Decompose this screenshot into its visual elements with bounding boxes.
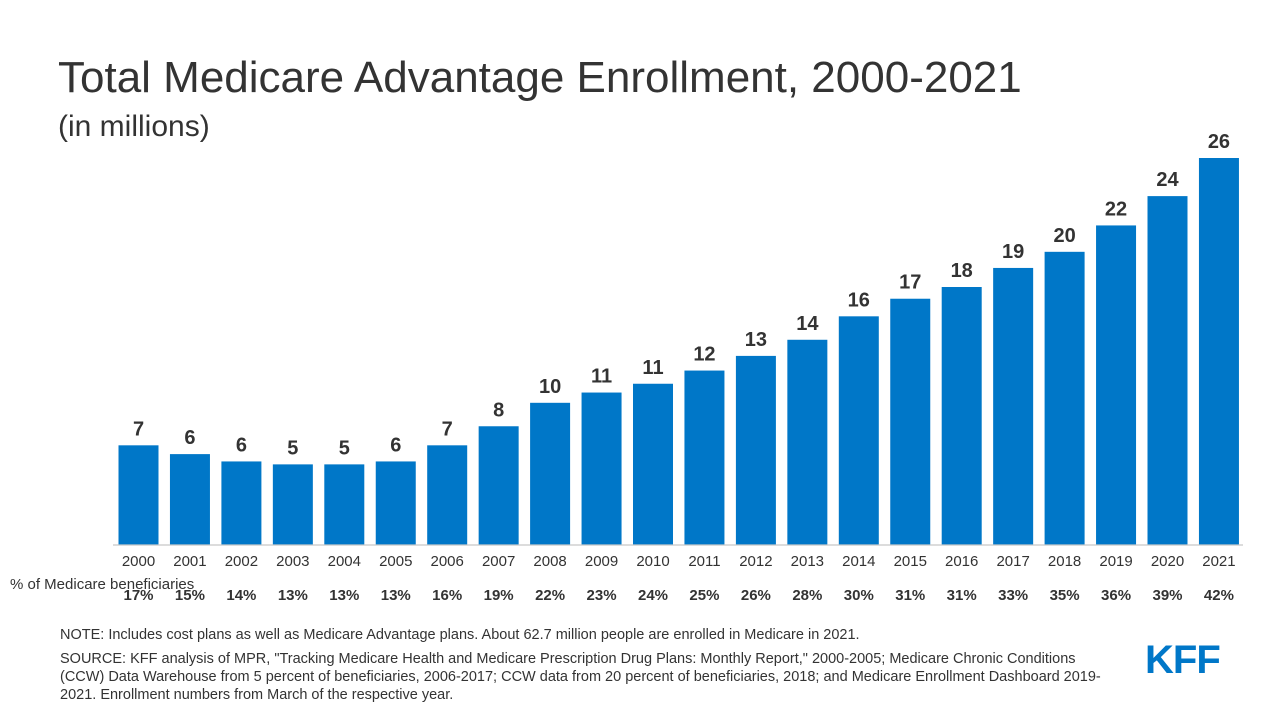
data-label-2001: 6 [184,427,195,449]
pct-row-label: % of Medicare beneficiaries [10,576,195,593]
x-tick-2001: 2001 [173,553,206,570]
footnote-source: SOURCE: KFF analysis of MPR, "Tracking M… [60,651,1101,703]
data-label-2012: 13 [745,329,767,351]
x-tick-2002: 2002 [225,553,258,570]
bar-2013 [787,339,828,545]
x-tick-2019: 2019 [1099,553,1132,570]
pct-label-2021: 42% [1204,587,1234,604]
x-tick-2015: 2015 [894,553,927,570]
x-tick-2006: 2006 [431,553,464,570]
pct-label-2009: 23% [587,587,617,604]
pct-label-2018: 35% [1050,587,1080,604]
data-label-2000: 7 [133,418,144,440]
pct-label-2019: 36% [1101,587,1131,604]
pct-label-2012: 26% [741,587,771,604]
chart-title: Total Medicare Advantage Enrollment, 200… [58,53,1022,102]
pct-label-2001: 15% [175,587,205,604]
pct-label-2015: 31% [895,587,925,604]
pct-label-2010: 24% [638,587,668,604]
pct-label-2000: 17% [123,587,153,604]
x-tick-2010: 2010 [636,553,669,570]
bar-2001 [169,454,210,545]
kff-logo: KFF [1145,638,1221,682]
footnote-note: NOTE: Includes cost plans as well as Med… [60,627,860,643]
data-label-2002: 6 [236,434,247,456]
data-label-2003: 5 [287,437,298,459]
bar-2011 [684,370,725,545]
x-tick-2013: 2013 [791,553,824,570]
bar-2007 [478,426,519,545]
data-label-2006: 7 [442,418,453,440]
data-label-2021: 26 [1208,131,1230,153]
bar-2003 [272,464,313,545]
pct-label-2004: 13% [329,587,359,604]
pct-label-2011: 25% [689,587,719,604]
bar-2004 [324,464,365,545]
x-tick-2009: 2009 [585,553,618,570]
bar-2000 [118,445,159,545]
bar-2017 [993,267,1034,545]
data-label-2008: 10 [539,376,561,398]
x-tick-2011: 2011 [688,553,720,570]
bar-chart: 7 2000 17% 6 2001 15% 6 2002 14% 5 2003 13% 5 2004 13%… [113,131,1243,604]
data-label-2009: 11 [591,366,612,388]
pct-label-2006: 16% [432,587,462,604]
data-label-2017: 19 [1002,241,1024,263]
bar-2010 [633,383,673,545]
data-label-2019: 22 [1105,198,1127,220]
chart-subtitle: (in millions) [58,110,210,143]
bar-2015 [890,298,931,545]
x-tick-2005: 2005 [379,553,412,570]
x-tick-2014: 2014 [842,553,875,570]
data-label-2005: 6 [390,434,401,456]
x-tick-2017: 2017 [996,553,1029,570]
bar-2008 [530,402,571,545]
pct-label-2017: 33% [998,587,1028,604]
pct-label-2013: 28% [792,587,822,604]
bar-2005 [375,461,416,545]
bar-2020 [1147,196,1188,545]
pct-label-2007: 19% [484,587,514,604]
bar-2019 [1096,225,1137,545]
data-label-2004: 5 [339,437,350,459]
data-label-2020: 24 [1156,169,1179,191]
data-label-2016: 18 [951,260,973,282]
x-tick-2021: 2021 [1202,553,1235,570]
x-tick-2008: 2008 [533,553,566,570]
pct-label-2008: 22% [535,587,565,604]
pct-label-2003: 13% [278,587,308,604]
pct-label-2002: 14% [226,587,256,604]
data-label-2014: 16 [848,289,870,311]
data-label-2015: 17 [899,272,921,294]
x-tick-2012: 2012 [739,553,772,570]
data-label-2013: 14 [796,313,819,335]
pct-label-2005: 13% [381,587,411,604]
pct-label-2016: 31% [947,587,977,604]
x-tick-2007: 2007 [482,553,515,570]
data-label-2007: 8 [493,399,504,421]
bar-2014 [838,316,879,545]
x-tick-2000: 2000 [122,553,155,570]
bar-2006 [427,445,468,545]
bar-2012 [735,355,776,545]
pct-label-2014: 30% [844,587,874,604]
bar-2002 [221,461,262,545]
pct-label-2020: 39% [1152,587,1182,604]
x-tick-2020: 2020 [1151,553,1184,570]
data-label-2010: 11 [642,357,663,379]
data-label-2018: 20 [1053,225,1075,247]
bar-2009 [581,392,622,545]
bar-2018 [1044,251,1085,545]
data-label-2011: 12 [693,344,715,366]
x-tick-2003: 2003 [276,553,309,570]
bar-2016 [941,287,982,545]
x-tick-2004: 2004 [328,553,361,570]
x-tick-2018: 2018 [1048,553,1081,570]
x-tick-2016: 2016 [945,553,978,570]
bar-2021 [1198,158,1239,545]
